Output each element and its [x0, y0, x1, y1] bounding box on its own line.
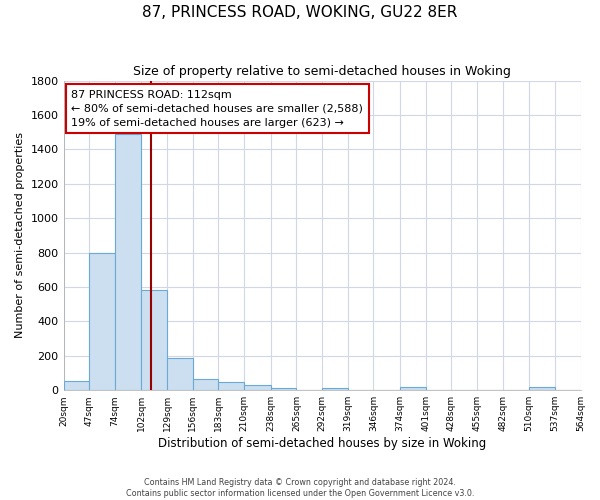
Y-axis label: Number of semi-detached properties: Number of semi-detached properties [15, 132, 25, 338]
Bar [64, 380, 89, 390]
Title: Size of property relative to semi-detached houses in Woking: Size of property relative to semi-detach… [133, 65, 511, 78]
Bar [322, 388, 347, 390]
Bar [115, 134, 142, 390]
Bar [218, 382, 244, 390]
Bar [167, 358, 193, 390]
Text: 87, PRINCESS ROAD, WOKING, GU22 8ER: 87, PRINCESS ROAD, WOKING, GU22 8ER [142, 5, 458, 20]
Bar [244, 385, 271, 390]
Bar [193, 379, 218, 390]
Text: Contains HM Land Registry data © Crown copyright and database right 2024.
Contai: Contains HM Land Registry data © Crown c… [126, 478, 474, 498]
Bar [89, 252, 115, 390]
Bar [529, 387, 555, 390]
Bar [271, 388, 296, 390]
Text: 87 PRINCESS ROAD: 112sqm
← 80% of semi-detached houses are smaller (2,588)
19% o: 87 PRINCESS ROAD: 112sqm ← 80% of semi-d… [71, 90, 363, 128]
Bar [142, 290, 167, 390]
Bar [400, 387, 425, 390]
X-axis label: Distribution of semi-detached houses by size in Woking: Distribution of semi-detached houses by … [158, 437, 486, 450]
